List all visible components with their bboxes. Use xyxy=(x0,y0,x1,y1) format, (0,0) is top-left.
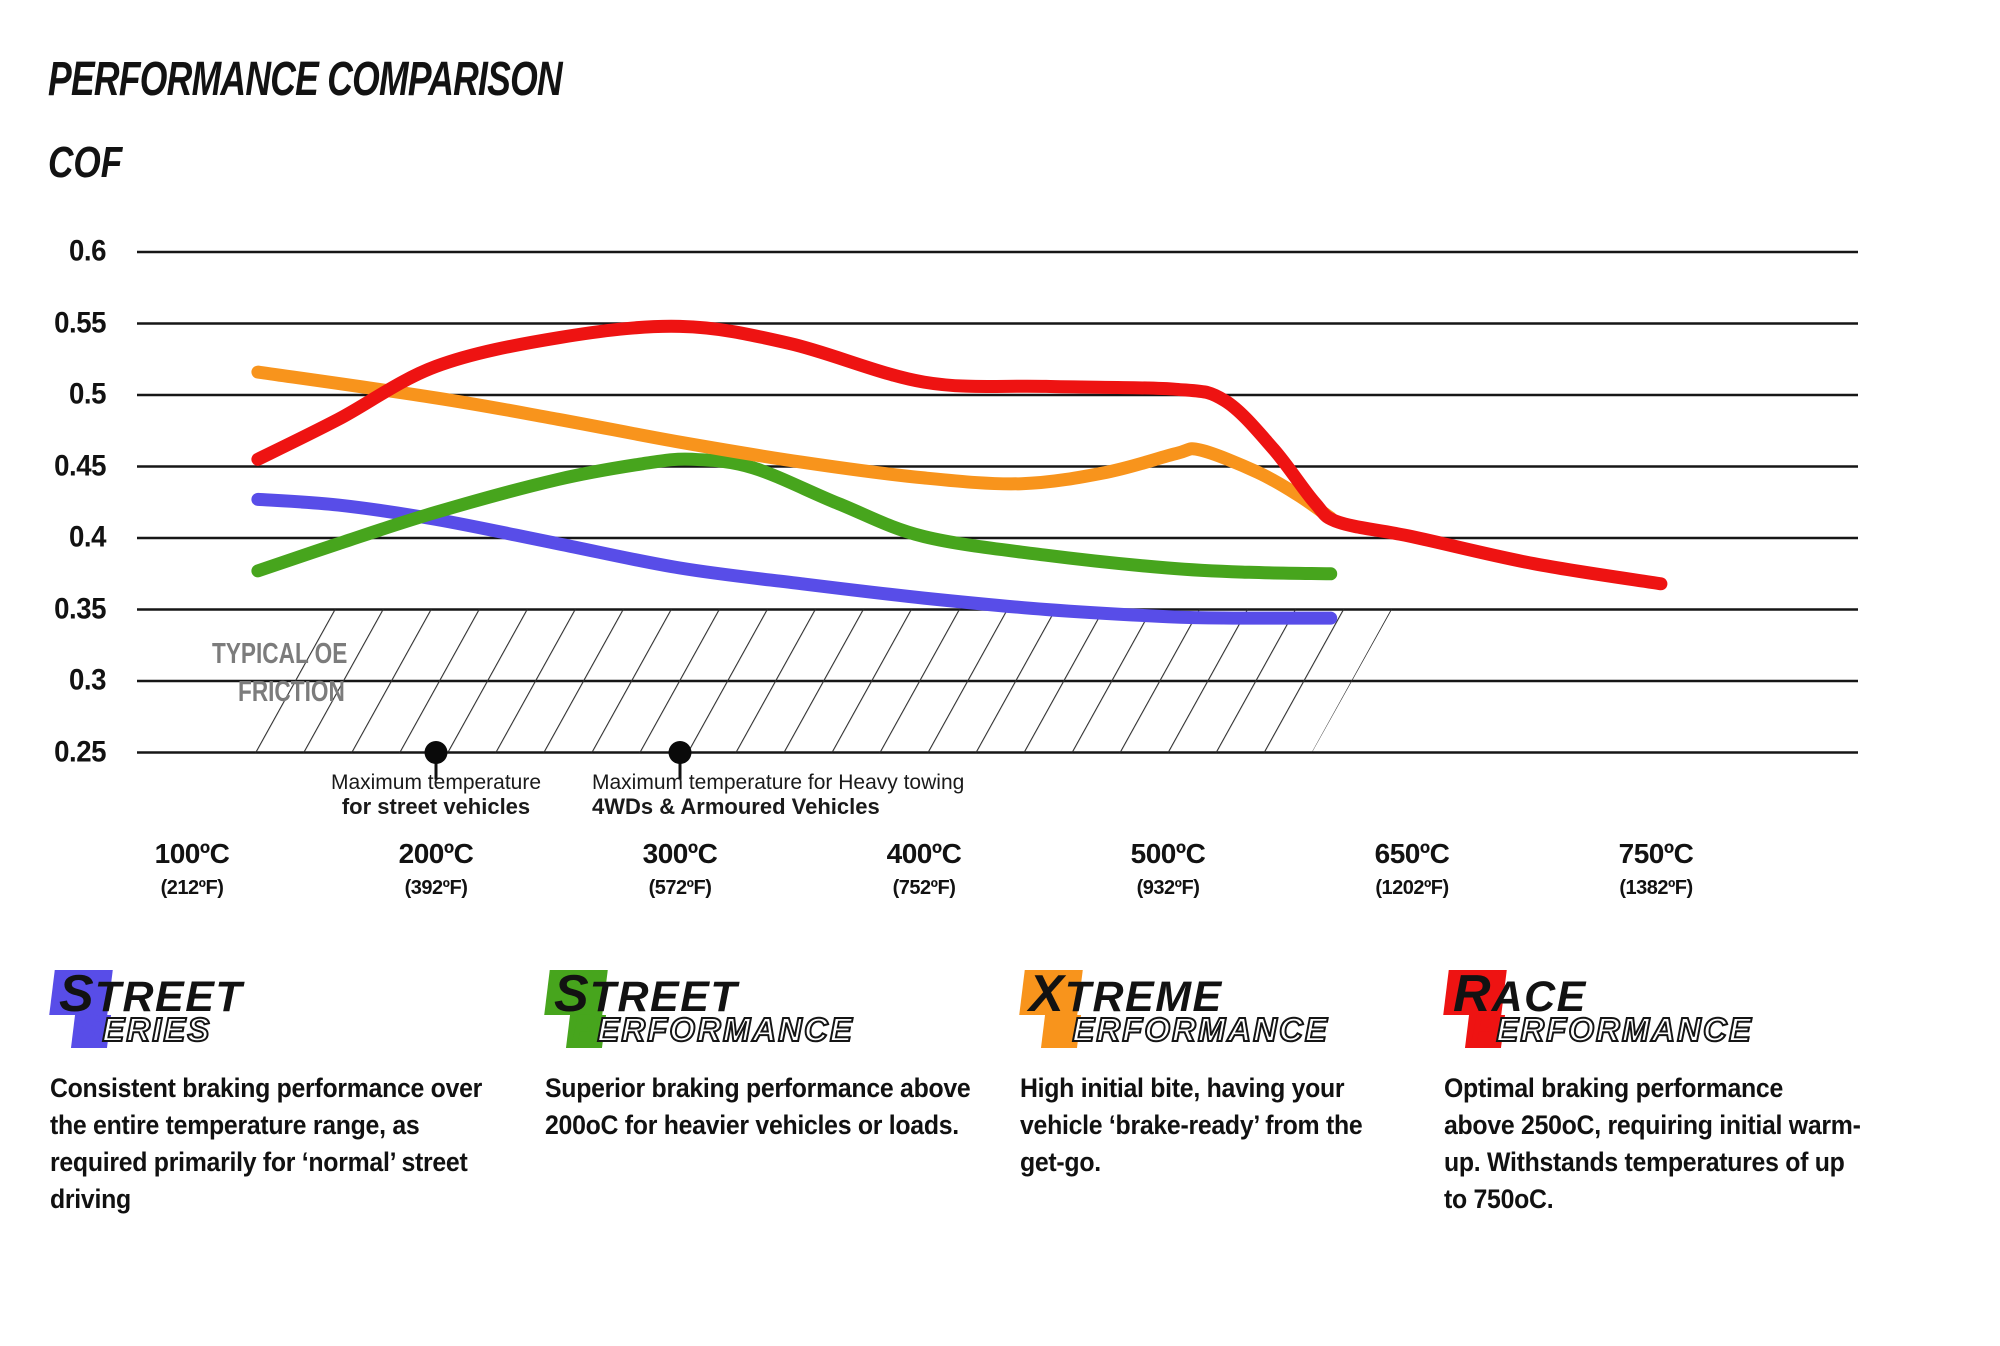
oe-friction-label-line2: FRICTION xyxy=(238,676,345,708)
y-tick-label: 0.6 xyxy=(68,234,106,268)
brand-word2-initial: P xyxy=(1471,1008,1497,1050)
x-tick-celsius: 650ºC xyxy=(1374,838,1450,869)
brand-word2-rest: ERIES xyxy=(101,1010,212,1049)
brand-word1: XTREME xyxy=(1029,964,1223,1024)
annotation-dots xyxy=(424,741,692,780)
annotation-line2: for street vehicles xyxy=(341,794,531,819)
y-axis-title: COF xyxy=(48,138,123,187)
brand-word1-initial: R xyxy=(1453,965,1492,1023)
x-tick-label: 500ºC (932ºF) xyxy=(1058,838,1278,900)
brand-word1-rest: TREET xyxy=(94,973,244,1021)
x-tick-label: 750ºC (1382ºF) xyxy=(1546,838,1766,900)
x-tick-celsius: 400ºC xyxy=(886,838,962,869)
legend-description-line: 200oC for heavier vehicles or loads. xyxy=(545,1110,959,1140)
brand-word1: RACE xyxy=(1453,964,1587,1024)
brand-word2-rest: ERFORMANCE xyxy=(1071,1010,1329,1049)
y-tick-label: 0.45 xyxy=(54,448,106,482)
legend-description-line: required primarily for ‘normal’ street xyxy=(50,1147,468,1177)
brand-word2: PERFORMANCE xyxy=(1047,1008,1329,1051)
x-tick-fahrenheit: (932ºF) xyxy=(1136,877,1200,899)
x-tick-label: 400ºC (752ºF) xyxy=(814,838,1034,900)
brand-word1-initial: X xyxy=(1029,965,1065,1023)
legend-description-line: High initial bite, having your xyxy=(1020,1073,1345,1103)
x-tick-celsius: 500ºC xyxy=(1130,838,1206,869)
x-tick-label: 650ºC (1202ºF) xyxy=(1302,838,1522,900)
series-line-xtreme-performance xyxy=(251,365,1338,525)
legend-description-line: Consistent braking performance over xyxy=(50,1073,483,1103)
legend-description-line: get-go. xyxy=(1020,1147,1101,1177)
series-lines xyxy=(251,319,1668,625)
legend-brand-logo: STREET PERFORMANCE xyxy=(541,964,961,1084)
y-tick-label: 0.3 xyxy=(68,663,106,697)
x-tick-celsius: 100ºC xyxy=(154,838,230,869)
x-tick-celsius: 750ºC xyxy=(1618,838,1694,869)
legend-description-line: up. Withstands temperatures of up xyxy=(1444,1147,1845,1177)
annotation-line2: 4WDs & Armoured Vehicles xyxy=(592,794,880,819)
x-tick-fahrenheit: (752ºF) xyxy=(892,877,956,899)
page-title: PERFORMANCE COMPARISON xyxy=(48,53,563,106)
legend-brand-logo: RACE PERFORMANCE xyxy=(1440,964,1860,1084)
series-line-street-performance xyxy=(251,452,1338,581)
legend-brand-logo: STREET SERIES xyxy=(46,964,466,1084)
annotation-dot xyxy=(424,741,448,764)
brand-word2: SERIES xyxy=(77,1008,211,1051)
brand-word2-initial: S xyxy=(77,1008,103,1050)
brand-word2-initial: P xyxy=(1047,1008,1073,1050)
legend-description-line: to 750oC. xyxy=(1444,1184,1554,1214)
brand-word2: PERFORMANCE xyxy=(572,1008,854,1051)
x-tick-fahrenheit: (392ºF) xyxy=(404,877,468,899)
annotation-line1: Maximum temperature for Heavy towing xyxy=(592,771,965,794)
legend-description-line: driving xyxy=(50,1184,131,1214)
brand-word1: STREET xyxy=(554,964,738,1024)
legend-description: Superior braking performance above 200oC … xyxy=(545,1070,971,1144)
brand-word1: STREET xyxy=(59,964,243,1024)
legend-description-line: the entire temperature range, as xyxy=(50,1110,420,1140)
legend-description: High initial bite, having your vehicle ‘b… xyxy=(1020,1070,1363,1181)
brand-word2-rest: ERFORMANCE xyxy=(596,1010,854,1049)
legend-description-line: Optimal braking performance xyxy=(1444,1073,1784,1103)
legend-brand-logo: XTREME PERFORMANCE xyxy=(1016,964,1436,1084)
x-tick-label: 300ºC (572ºF) xyxy=(570,838,790,900)
brand-word1-rest: ACE xyxy=(1491,973,1587,1021)
annotation-dot xyxy=(668,741,692,764)
legend-description-line: Superior braking performance above xyxy=(545,1073,971,1103)
brand-word1-initial: S xyxy=(554,965,590,1023)
legend-description-line: above 250oC, requiring initial warm- xyxy=(1444,1110,1861,1140)
y-tick-label: 0.5 xyxy=(68,377,106,411)
brand-word1-initial: S xyxy=(59,965,95,1023)
x-tick-fahrenheit: (1202ºF) xyxy=(1375,877,1449,899)
brand-word2-initial: P xyxy=(572,1008,598,1050)
y-tick-label: 0.55 xyxy=(54,305,106,339)
annotation-line1: Maximum temperature xyxy=(330,771,542,794)
x-tick-label: 200ºC (392ºF) xyxy=(326,838,546,900)
x-tick-celsius: 300ºC xyxy=(642,838,718,869)
legend-description: Optimal braking performance above 250oC, … xyxy=(1444,1070,1861,1218)
brand-word2: PERFORMANCE xyxy=(1471,1008,1753,1051)
series-line-race-performance xyxy=(251,319,1668,591)
brand-word1-rest: TREET xyxy=(589,973,739,1021)
y-tick-label: 0.35 xyxy=(54,591,106,625)
x-tick-fahrenheit: (1382ºF) xyxy=(1619,877,1693,899)
y-tick-label: 0.4 xyxy=(68,520,106,554)
x-tick-label: 100ºC (212ºF) xyxy=(82,838,302,900)
annotation-text: Maximum temperature for street vehicles xyxy=(276,771,596,819)
x-tick-celsius: 200ºC xyxy=(398,838,474,869)
legend-description: Consistent braking performance over the e… xyxy=(50,1070,482,1218)
brand-word2-rest: ERFORMANCE xyxy=(1495,1010,1753,1049)
brand-word1-rest: TREME xyxy=(1064,973,1223,1021)
annotation-text: Maximum temperature for Heavy towing 4WDs… xyxy=(592,771,964,819)
x-tick-fahrenheit: (212ºF) xyxy=(160,877,224,899)
y-tick-label: 0.25 xyxy=(54,734,106,768)
legend-description-line: vehicle ‘brake-ready’ from the xyxy=(1020,1110,1363,1140)
x-tick-fahrenheit: (572ºF) xyxy=(648,877,712,899)
oe-friction-label-line1: TYPICAL OE xyxy=(212,638,348,670)
typical-oe-friction-hatched-region xyxy=(214,609,1392,753)
